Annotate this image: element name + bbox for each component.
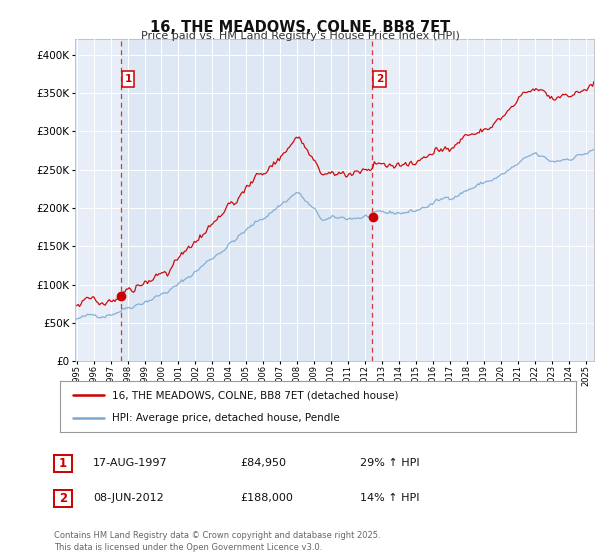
Text: 17-AUG-1997: 17-AUG-1997 <box>93 458 167 468</box>
Text: HPI: Average price, detached house, Pendle: HPI: Average price, detached house, Pend… <box>112 413 340 423</box>
Text: 14% ↑ HPI: 14% ↑ HPI <box>360 493 419 503</box>
Text: £84,950: £84,950 <box>240 458 286 468</box>
Text: 2: 2 <box>59 492 67 505</box>
Text: 16, THE MEADOWS, COLNE, BB8 7ET: 16, THE MEADOWS, COLNE, BB8 7ET <box>150 20 450 35</box>
Text: Contains HM Land Registry data © Crown copyright and database right 2025.
This d: Contains HM Land Registry data © Crown c… <box>54 531 380 552</box>
Text: £188,000: £188,000 <box>240 493 293 503</box>
Text: 2: 2 <box>376 74 383 84</box>
Text: 1: 1 <box>59 456 67 470</box>
Text: 08-JUN-2012: 08-JUN-2012 <box>93 493 164 503</box>
Text: Price paid vs. HM Land Registry's House Price Index (HPI): Price paid vs. HM Land Registry's House … <box>140 31 460 41</box>
Bar <box>121 39 373 361</box>
Text: 29% ↑ HPI: 29% ↑ HPI <box>360 458 419 468</box>
Text: 16, THE MEADOWS, COLNE, BB8 7ET (detached house): 16, THE MEADOWS, COLNE, BB8 7ET (detache… <box>112 390 398 400</box>
Text: 1: 1 <box>124 74 132 84</box>
